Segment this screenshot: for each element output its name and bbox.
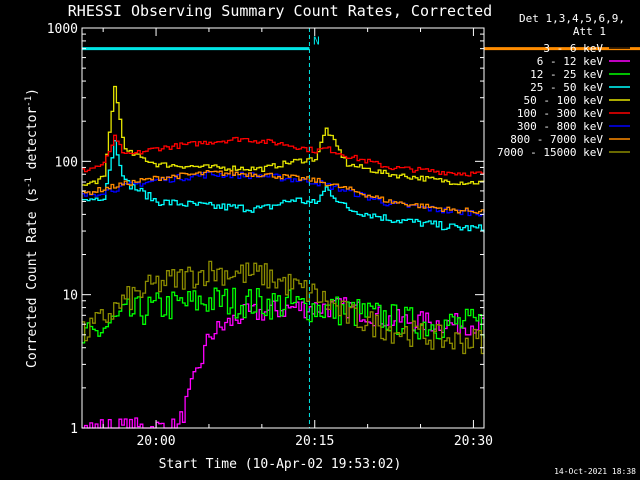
series-line-3 <box>82 287 485 344</box>
series-layer <box>82 85 485 429</box>
x-tick-label: 20:00 <box>136 434 175 449</box>
y-tick-label: 1000 <box>47 22 78 37</box>
legend-label-1: 3 - 6 keV <box>543 42 603 55</box>
legend-label-7: 300 - 800 keV <box>517 120 603 133</box>
legend-label-2: 6 - 12 keV <box>537 55 604 68</box>
series-line-8 <box>82 170 485 214</box>
x-tick-label: 20:30 <box>454 434 493 449</box>
series-line-5 <box>82 85 485 186</box>
legend-label-4: 25 - 50 keV <box>530 81 603 94</box>
night-label: N <box>313 35 320 48</box>
y-tick-label: 100 <box>55 155 78 170</box>
legend-label-3: 12 - 25 keV <box>530 68 603 81</box>
x-axis-label: Start Time (10-Apr-02 19:53:02) <box>159 457 402 472</box>
y-axis: 1 10 100 1000 <box>47 22 484 437</box>
annotation-layer: NS <box>82 28 640 428</box>
timestamp: 14-Oct-2021 18:38 <box>554 467 636 476</box>
chart-title: RHESSI Observing Summary Count Rates, Co… <box>68 2 492 20</box>
x-axis: 20:00 20:15 20:30 <box>102 28 493 449</box>
series-line-4 <box>82 140 485 233</box>
legend-header-line-2: Att 1 <box>573 25 606 38</box>
plot-frame <box>81 27 485 429</box>
legend-label-8: 800 - 7000 keV <box>510 133 603 146</box>
series-line-9 <box>82 260 485 355</box>
series-line-6 <box>82 134 485 177</box>
legend-label-6: 100 - 300 keV <box>517 107 603 120</box>
legend-header-line-1: Det 1,3,4,5,6,9, <box>519 12 625 25</box>
x-tick-label: 20:15 <box>295 434 334 449</box>
y-tick-label: 10 <box>62 289 78 304</box>
legend-label-9: 7000 - 15000 keV <box>497 146 603 159</box>
y-axis-label: Corrected Count Rate (s-1 detector-1) <box>24 88 40 368</box>
legend-label-5: 50 - 100 keV <box>524 94 604 107</box>
y-tick-label: 1 <box>70 422 78 437</box>
